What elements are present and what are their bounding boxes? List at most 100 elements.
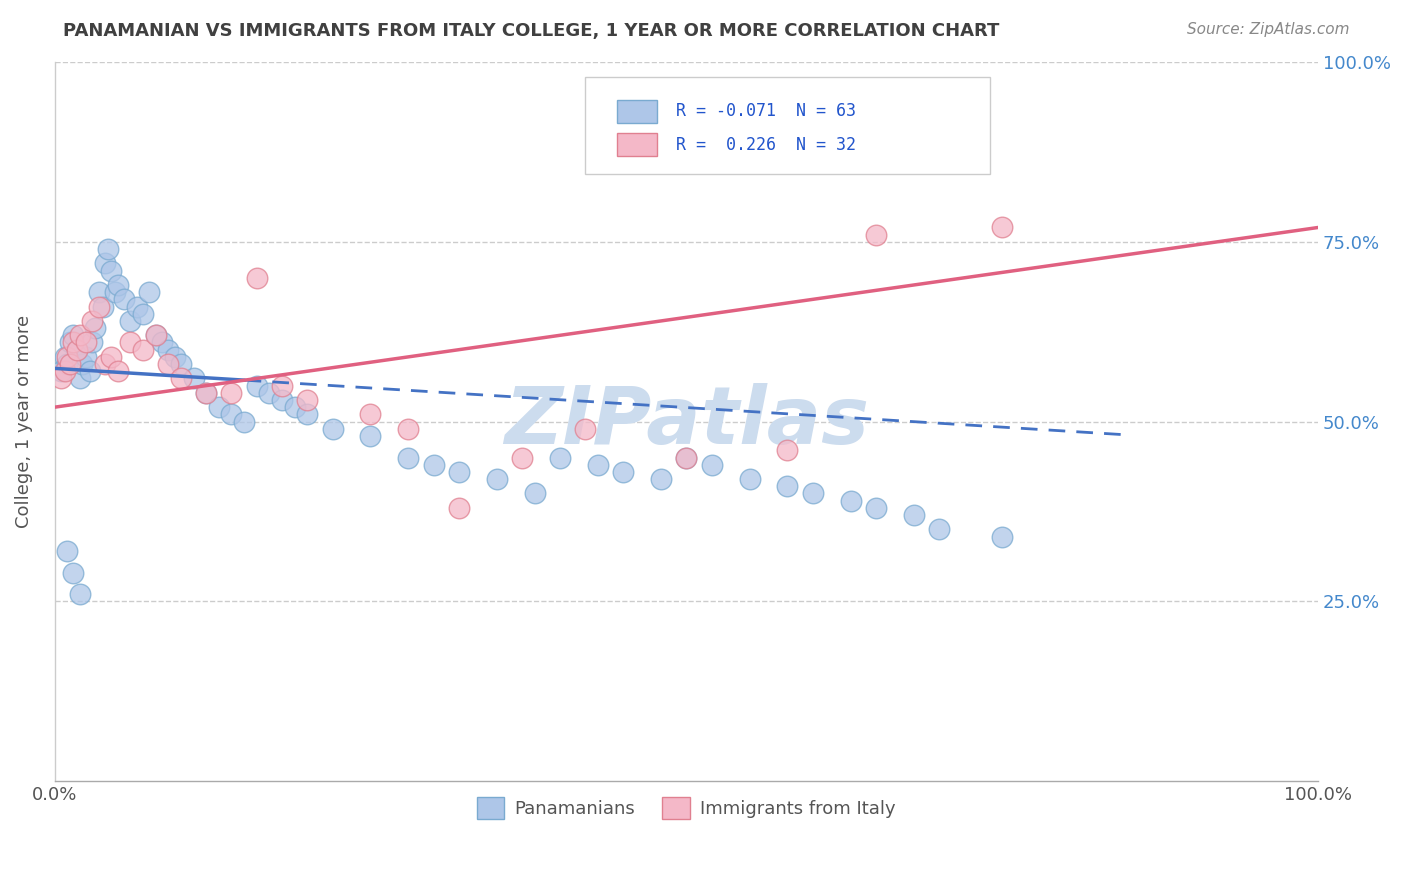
Point bbox=[675, 450, 697, 465]
Point bbox=[53, 350, 76, 364]
Point bbox=[132, 343, 155, 357]
Point bbox=[66, 343, 89, 357]
Point bbox=[297, 408, 319, 422]
Point bbox=[776, 443, 799, 458]
Point bbox=[359, 408, 381, 422]
Point bbox=[56, 357, 79, 371]
Point bbox=[700, 458, 723, 472]
Point bbox=[120, 335, 142, 350]
Point bbox=[246, 270, 269, 285]
Point bbox=[170, 371, 193, 385]
Point bbox=[79, 364, 101, 378]
Text: PANAMANIAN VS IMMIGRANTS FROM ITALY COLLEGE, 1 YEAR OR MORE CORRELATION CHART: PANAMANIAN VS IMMIGRANTS FROM ITALY COLL… bbox=[63, 22, 1000, 40]
Bar bbox=[617, 100, 657, 122]
Point bbox=[87, 300, 110, 314]
Point bbox=[94, 256, 117, 270]
Point bbox=[801, 486, 824, 500]
Point bbox=[62, 328, 84, 343]
Point bbox=[59, 335, 82, 350]
Point bbox=[359, 429, 381, 443]
Point bbox=[104, 285, 127, 300]
Point bbox=[776, 479, 799, 493]
Y-axis label: College, 1 year or more: College, 1 year or more bbox=[15, 315, 32, 528]
Point bbox=[138, 285, 160, 300]
Text: R = -0.071  N = 63: R = -0.071 N = 63 bbox=[676, 102, 856, 120]
Legend: Panamanians, Immigrants from Italy: Panamanians, Immigrants from Italy bbox=[470, 789, 903, 826]
Point bbox=[396, 450, 419, 465]
Point bbox=[125, 300, 148, 314]
Point bbox=[991, 220, 1014, 235]
Point bbox=[650, 472, 672, 486]
Point bbox=[675, 450, 697, 465]
Point bbox=[145, 328, 167, 343]
Point bbox=[82, 335, 104, 350]
Point bbox=[145, 328, 167, 343]
Point bbox=[322, 422, 344, 436]
Point bbox=[157, 343, 180, 357]
Point bbox=[208, 400, 231, 414]
Point bbox=[221, 385, 243, 400]
Point bbox=[100, 350, 122, 364]
Point bbox=[738, 472, 761, 486]
Point bbox=[928, 522, 950, 536]
Point bbox=[62, 335, 84, 350]
Point bbox=[49, 371, 72, 385]
Point bbox=[574, 422, 596, 436]
Point bbox=[271, 392, 294, 407]
Point bbox=[107, 277, 129, 292]
Point bbox=[97, 242, 120, 256]
Point bbox=[69, 371, 91, 385]
Point bbox=[195, 385, 218, 400]
Point bbox=[865, 227, 887, 242]
Point bbox=[100, 263, 122, 277]
Point bbox=[49, 364, 72, 378]
Point bbox=[233, 415, 256, 429]
Point bbox=[107, 364, 129, 378]
Point bbox=[75, 350, 97, 364]
Point bbox=[183, 371, 205, 385]
Point bbox=[903, 508, 925, 522]
Point bbox=[447, 500, 470, 515]
Point bbox=[157, 357, 180, 371]
Point bbox=[163, 350, 186, 364]
Point bbox=[62, 566, 84, 580]
Bar bbox=[617, 133, 657, 156]
Text: R =  0.226  N = 32: R = 0.226 N = 32 bbox=[676, 136, 856, 153]
Point bbox=[72, 357, 94, 371]
Point bbox=[297, 392, 319, 407]
Point bbox=[548, 450, 571, 465]
Point bbox=[69, 328, 91, 343]
Point bbox=[839, 493, 862, 508]
Point bbox=[447, 465, 470, 479]
Point bbox=[59, 357, 82, 371]
FancyBboxPatch shape bbox=[585, 77, 990, 174]
Point bbox=[259, 385, 281, 400]
Point bbox=[586, 458, 609, 472]
Point bbox=[422, 458, 444, 472]
Point bbox=[56, 350, 79, 364]
Point bbox=[66, 343, 89, 357]
Point bbox=[87, 285, 110, 300]
Point bbox=[271, 378, 294, 392]
Text: Source: ZipAtlas.com: Source: ZipAtlas.com bbox=[1187, 22, 1350, 37]
Point bbox=[84, 321, 107, 335]
Point bbox=[991, 530, 1014, 544]
Point bbox=[485, 472, 508, 486]
Point bbox=[246, 378, 269, 392]
Point bbox=[112, 293, 135, 307]
Point bbox=[170, 357, 193, 371]
Point bbox=[56, 544, 79, 558]
Point bbox=[53, 364, 76, 378]
Point bbox=[612, 465, 634, 479]
Point bbox=[91, 300, 114, 314]
Point bbox=[865, 500, 887, 515]
Point bbox=[221, 408, 243, 422]
Point bbox=[120, 314, 142, 328]
Point bbox=[396, 422, 419, 436]
Point bbox=[94, 357, 117, 371]
Point bbox=[82, 314, 104, 328]
Point bbox=[195, 385, 218, 400]
Point bbox=[150, 335, 173, 350]
Point bbox=[523, 486, 546, 500]
Point bbox=[510, 450, 533, 465]
